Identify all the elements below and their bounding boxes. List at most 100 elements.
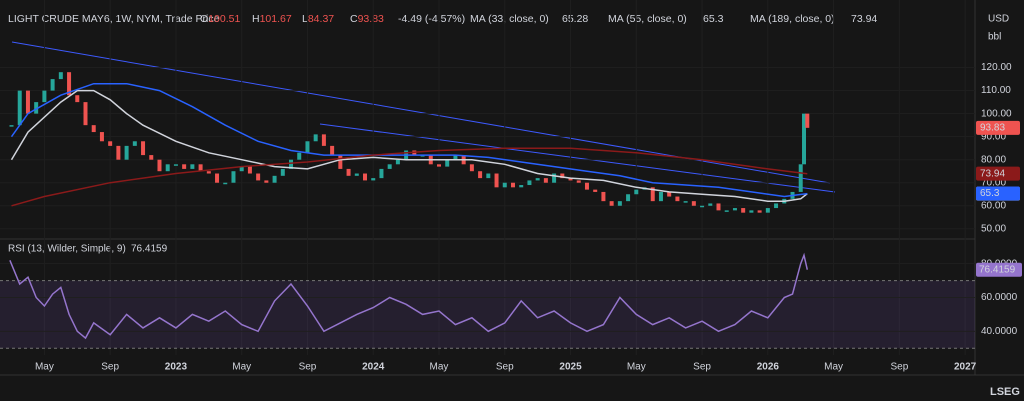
candle [305,141,310,153]
candle [765,208,770,213]
x-tick-label: May [35,362,54,373]
brand: LSEG [990,386,1020,398]
x-tick-label: 2023 [165,362,188,373]
change: -4.49 (-4.57%) [398,13,465,25]
candle [99,132,104,142]
candle [494,173,499,188]
ma-legend-value: 73.94 [851,13,877,25]
candle [732,208,737,211]
candle [519,185,524,188]
candle [50,79,55,91]
candle [568,178,573,181]
candle [601,191,606,202]
y-tick-label: 50.00 [981,223,1006,234]
candle [264,180,269,183]
moving-average [10,89,808,202]
candle [231,171,236,183]
candle [272,175,277,183]
y-tick-label: 80.00 [981,154,1006,165]
ohlc-part: H [252,13,260,25]
x-tick-label: Sep [890,362,908,373]
x-tick-label: May [232,362,251,373]
candle [330,145,335,156]
candle [626,194,631,202]
candle [802,113,807,165]
candle [223,182,228,185]
candle [124,145,129,160]
ohlc: H101.67 [252,13,292,25]
y-tick-label: 70.00 [981,177,1006,188]
candle [576,180,581,183]
candle [634,189,639,195]
x-tick-label: Sep [693,362,711,373]
candle [247,166,252,174]
candle [724,210,729,212]
rsi-band [0,280,975,349]
candle [469,164,474,172]
candle [683,201,688,203]
candle [239,166,244,172]
y-tick-label: 120.00 [981,62,1012,73]
candle [716,203,721,211]
candle [805,113,810,128]
x-tick-label: May [824,362,843,373]
price-badge-label: 65.3 [980,188,1000,199]
ohlc: C93.83 [350,13,384,25]
candle [478,171,483,179]
ohlc-part: L [302,13,308,25]
candle [617,201,622,206]
ma-legend-value: 65.28 [562,13,588,25]
candle [675,196,680,202]
candle [502,182,507,188]
candle [67,72,72,96]
candle [173,164,178,166]
candle [182,164,187,169]
candle [584,182,589,190]
ohlc-part: C [350,13,358,25]
candle [149,155,154,160]
candle [593,189,598,192]
y-tick-label: 100.00 [981,108,1012,119]
ma-legend: MA (189, close, 0) [750,13,835,25]
y-tick-label: 60.00 [981,200,1006,211]
ohlc: L84.37 [302,13,334,25]
candle [560,173,565,179]
candle [371,178,376,181]
candle [757,210,762,213]
candle [445,159,450,167]
unit: bbl [988,32,1001,43]
price-badge [976,186,1020,201]
candle [453,155,458,160]
candle [190,164,195,169]
candle [552,173,557,183]
x-tick-label: May [627,362,646,373]
candle [132,141,137,146]
y-tick-label: 90.00 [981,131,1006,142]
candle [387,164,392,169]
candle [749,210,754,213]
x-tick-label: 2025 [559,362,582,373]
candle [25,90,30,114]
price-badge [976,166,1020,181]
candle [280,168,285,176]
currency: USD [988,14,1009,25]
candle [436,164,441,167]
candle [741,208,746,213]
candle [116,145,121,160]
candle [141,141,146,156]
candle [256,173,261,181]
candle [379,168,384,179]
ma-legend-value: 65.3 [703,13,724,25]
candle [91,125,96,133]
y-tick-label: 60.0000 [981,292,1018,303]
candle [486,173,491,179]
candle [42,90,47,103]
ohlc-part: 100.51 [208,13,240,25]
price-badge-label: 93.83 [980,122,1005,133]
x-tick-label: 2024 [362,362,385,373]
candle [691,201,696,206]
candle [700,205,705,208]
rsi-legend-value: 76.4159 [131,244,168,255]
